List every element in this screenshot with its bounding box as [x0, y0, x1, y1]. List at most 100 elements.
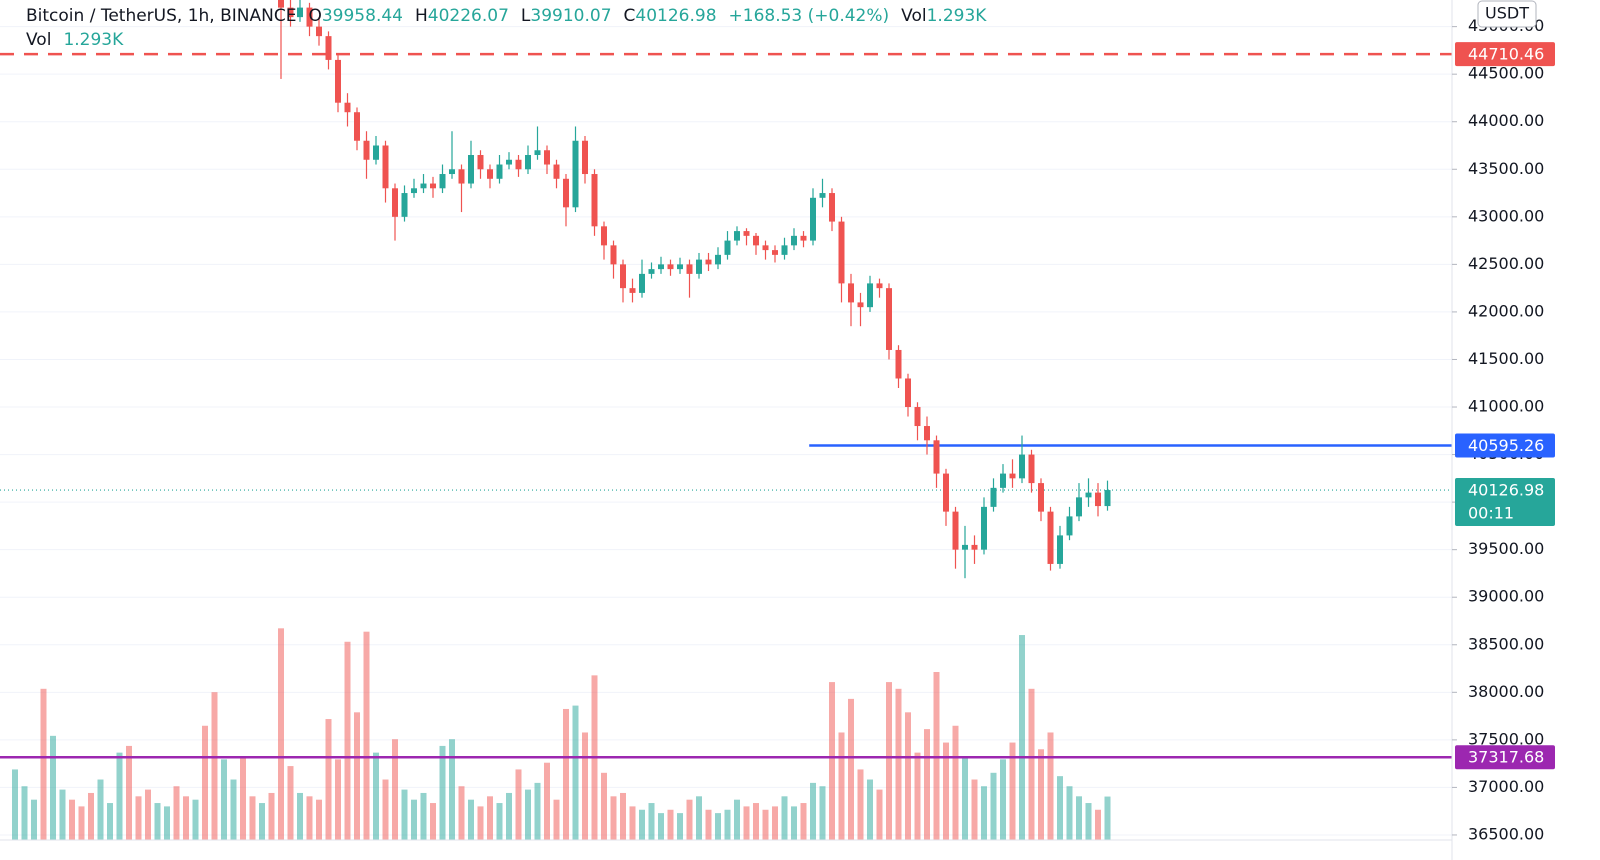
currency-button[interactable]	[1477, 0, 1537, 28]
candle-body	[724, 240, 731, 255]
candle-body	[534, 150, 541, 156]
candle-body	[515, 159, 522, 170]
volume-bar	[810, 782, 816, 840]
volume-bar	[867, 779, 873, 840]
currency-label[interactable]: USDT	[1485, 4, 1529, 23]
candle-body	[468, 155, 474, 184]
candle-body	[791, 235, 797, 246]
volume-bar	[886, 682, 892, 840]
last-price-label: 40126.98	[1468, 481, 1544, 500]
volume-bar	[734, 799, 740, 840]
volume-bar	[1085, 803, 1092, 840]
volume-bar	[88, 792, 94, 840]
volume-bar	[895, 688, 902, 840]
candle-body	[297, 7, 303, 18]
volume-bar	[819, 786, 826, 840]
candle-body	[629, 288, 636, 293]
y-tick-label: 36500.00	[1468, 824, 1544, 843]
volume-bar	[477, 806, 484, 840]
volume-bar	[496, 803, 503, 840]
volume-bar	[249, 796, 256, 840]
candle-body	[1104, 490, 1111, 507]
open-value: 39958.44	[321, 6, 403, 26]
volume-bar	[411, 799, 417, 840]
candle-body	[990, 487, 997, 507]
volume-bar	[715, 813, 721, 840]
volume-bar	[164, 806, 170, 840]
volume-bar	[1076, 796, 1082, 840]
volume-bar	[762, 809, 769, 840]
candle-body	[800, 235, 807, 241]
y-tick-label: 44500.00	[1468, 64, 1544, 83]
volume-bar	[363, 631, 370, 840]
volume-bar	[31, 799, 37, 840]
volume-bar	[21, 786, 28, 840]
candle-body	[487, 169, 493, 179]
volume-bar	[534, 782, 541, 840]
candle-body	[715, 254, 721, 265]
candle-body	[439, 174, 446, 189]
volume-bar	[344, 641, 351, 840]
volume-bar	[791, 806, 797, 840]
volume-bar	[126, 745, 132, 840]
candle-body	[344, 102, 351, 113]
candle-body	[1057, 535, 1063, 564]
volume-bar	[1104, 796, 1111, 840]
volume-bar	[487, 796, 493, 840]
candle-body	[316, 26, 322, 37]
volume-bar	[696, 796, 702, 840]
candle-body	[1038, 483, 1044, 512]
volume-bar	[553, 799, 560, 840]
candle-body	[705, 259, 712, 265]
volume-bar	[1000, 759, 1006, 840]
candle-body	[943, 473, 949, 512]
y-tick-label: 43500.00	[1468, 159, 1544, 178]
volume-bar	[601, 772, 607, 840]
volume-bar	[610, 796, 617, 840]
price-tag-label: 37317.68	[1468, 748, 1544, 767]
candle-body	[1076, 497, 1082, 517]
volume-bar	[468, 799, 474, 840]
volume-bar	[135, 796, 142, 840]
close-prefix: C	[623, 6, 636, 26]
volume-bar	[325, 719, 332, 840]
candle-body	[971, 544, 978, 550]
volume-bar	[192, 799, 199, 840]
volume-bar	[753, 803, 759, 840]
volume-bar	[772, 806, 778, 840]
volume-bar	[781, 796, 788, 840]
volume-bar	[1028, 688, 1035, 840]
candle-body	[781, 245, 788, 255]
volume-bar	[458, 786, 465, 840]
volume-bar	[69, 799, 75, 840]
candle-body	[914, 407, 921, 427]
candle-body	[810, 197, 816, 241]
volume-bar	[990, 772, 997, 840]
candle-body	[743, 231, 750, 236]
volume-bar	[420, 792, 427, 840]
price-tag	[1455, 745, 1555, 770]
volume-bar	[572, 705, 579, 840]
candle-body	[544, 150, 550, 165]
vol-value: 1.293K	[926, 6, 987, 26]
high-prefix: H	[414, 6, 428, 26]
candle-body	[430, 183, 436, 189]
candle-body	[848, 283, 854, 303]
volume-bar	[876, 789, 883, 840]
y-tick-label: 38000.00	[1468, 682, 1544, 701]
price-lines	[0, 52, 1452, 759]
vol-prefix: Vol	[901, 6, 927, 26]
volume-bar	[392, 739, 398, 840]
open-prefix: O	[308, 6, 322, 26]
candles	[278, 0, 1111, 579]
volume-bar	[525, 789, 531, 840]
candle-body	[354, 112, 360, 141]
y-tick-label: 42000.00	[1468, 301, 1544, 320]
volume-bar	[50, 735, 56, 840]
volume-bar	[382, 779, 389, 840]
candle-body	[981, 506, 987, 550]
volume-bar	[544, 762, 550, 840]
high-value: 40226.07	[427, 6, 509, 26]
candle-body	[278, 0, 284, 8]
